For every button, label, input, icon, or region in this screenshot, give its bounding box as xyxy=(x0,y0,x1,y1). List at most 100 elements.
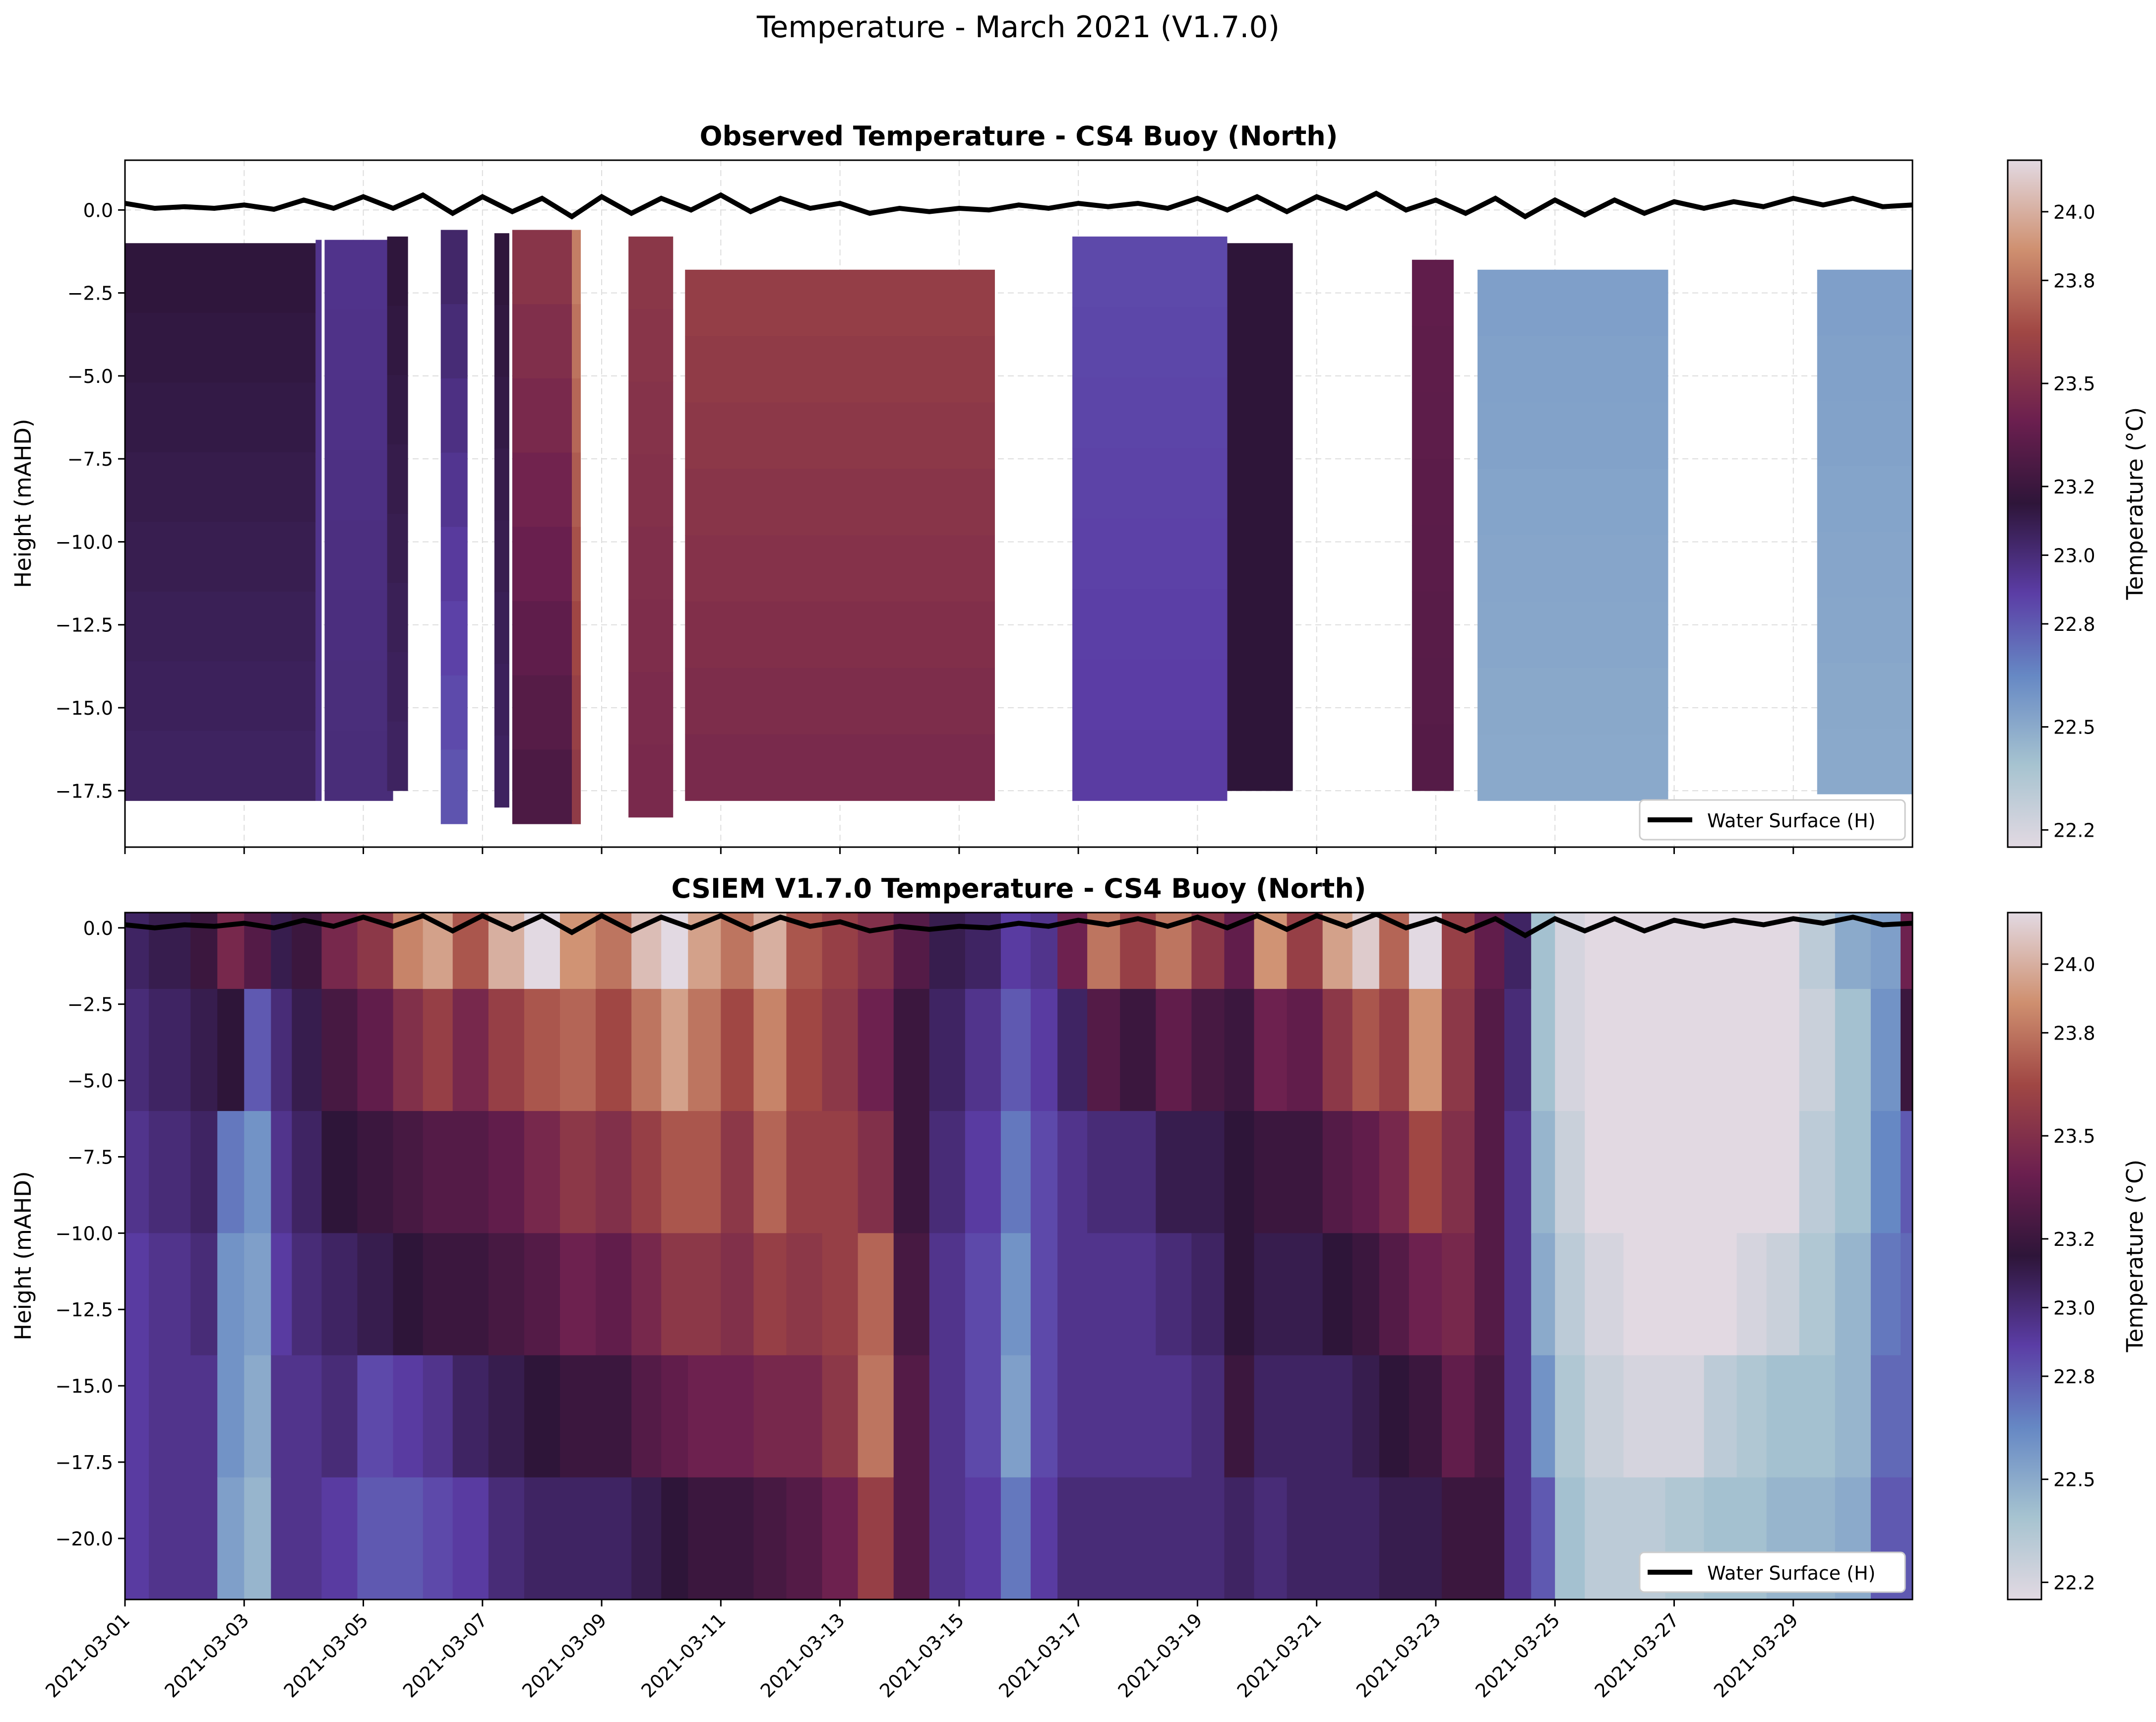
y-tick-label: −20.0 xyxy=(56,1528,113,1550)
heatmap-cell xyxy=(1352,1355,1380,1478)
heatmap-cell xyxy=(929,1233,966,1356)
heatmap-cell xyxy=(1224,1569,1255,1599)
heatmap-cell xyxy=(965,1111,1001,1234)
colorbar-tick-label: 22.8 xyxy=(2053,614,2095,635)
heatmap-cell xyxy=(387,721,408,791)
heatmap-cell xyxy=(1072,377,1228,448)
heatmap-cell xyxy=(440,749,468,824)
heatmap-cell xyxy=(1504,988,1532,1112)
heatmap-cell xyxy=(1254,988,1288,1112)
heatmap-cell xyxy=(1224,988,1255,1112)
heatmap-cell xyxy=(685,336,995,403)
heatmap-cell xyxy=(1254,1111,1288,1234)
heatmap-cell xyxy=(721,1477,754,1570)
heatmap-cell xyxy=(357,1477,394,1570)
heatmap-cell xyxy=(1504,1477,1532,1570)
heatmap-cell xyxy=(393,1111,424,1234)
heatmap-cell xyxy=(452,1477,489,1570)
heatmap-cell xyxy=(661,1111,689,1234)
heatmap-cell xyxy=(929,1355,966,1478)
heatmap-cell xyxy=(393,988,424,1112)
heatmap-cell xyxy=(721,1111,754,1234)
heatmap-cell xyxy=(292,1233,322,1356)
y-tick-label: −2.5 xyxy=(67,283,113,305)
heatmap-cell xyxy=(1623,1233,1666,1356)
model-panel: CSIEM V1.7.0 Temperature - CS4 Buoy (Nor… xyxy=(10,873,2148,1702)
heatmap-cell xyxy=(1352,913,1380,989)
heatmap-cell xyxy=(688,1111,722,1234)
heatmap-cell xyxy=(685,469,995,536)
heatmap-cell xyxy=(572,601,581,676)
heatmap-cell xyxy=(1555,1111,1586,1234)
heatmap-cell xyxy=(217,1569,245,1599)
heatmap-cell xyxy=(1072,589,1228,660)
heatmap-cell xyxy=(822,1477,859,1570)
heatmap-cell xyxy=(596,988,632,1112)
heatmap-cell xyxy=(1835,988,1871,1112)
heatmap-cell xyxy=(1352,1111,1380,1234)
heatmap-cell xyxy=(631,1111,662,1234)
heatmap-cell xyxy=(628,309,674,382)
x-tick-label: 2021-03-09 xyxy=(518,1609,611,1702)
heatmap-cell xyxy=(559,1355,597,1478)
heatmap-cell xyxy=(244,1569,272,1599)
heatmap-cell xyxy=(559,1477,597,1570)
heatmap-cell xyxy=(1379,1355,1410,1478)
heatmap-cell xyxy=(1072,730,1228,801)
heatmap-cell xyxy=(1504,1111,1532,1234)
heatmap-cell xyxy=(628,454,674,527)
y-tick-label: −15.0 xyxy=(56,697,113,719)
heatmap-cell xyxy=(685,535,995,602)
heatmap-cell xyxy=(315,660,322,731)
heatmap-cell xyxy=(149,1111,191,1234)
heatmap-cell xyxy=(1736,988,1767,1112)
heatmap-cell xyxy=(1817,597,1912,664)
heatmap-cell xyxy=(1000,988,1032,1112)
heatmap-cell xyxy=(1900,1355,1912,1478)
x-tick-label: 2021-03-23 xyxy=(1352,1609,1445,1702)
heatmap-cell xyxy=(1409,1111,1442,1234)
heatmap-cell xyxy=(125,382,316,453)
heatmap-cell xyxy=(688,1477,722,1570)
heatmap-cell xyxy=(1412,392,1454,459)
x-tick-label: 2021-03-25 xyxy=(1471,1609,1564,1702)
heatmap-cell xyxy=(387,444,408,514)
y-tick-label: −12.5 xyxy=(56,615,113,636)
heatmap-cell xyxy=(688,1355,722,1478)
y-tick-label: −7.5 xyxy=(67,448,113,470)
heatmap-cell xyxy=(1087,988,1121,1112)
heatmap-cell xyxy=(1475,1111,1505,1234)
heatmap-cell xyxy=(423,1569,453,1599)
heatmap-cell xyxy=(217,1477,245,1570)
heatmap-cell xyxy=(324,309,393,380)
heatmap-cell xyxy=(321,1355,358,1478)
heatmap-cell xyxy=(1412,591,1454,659)
model-panel-title: CSIEM V1.7.0 Temperature - CS4 Buoy (Nor… xyxy=(672,873,1366,904)
heatmap-cell xyxy=(1191,988,1225,1112)
heatmap-cell xyxy=(858,1111,894,1234)
heatmap-cell xyxy=(488,1111,525,1234)
heatmap-cell xyxy=(321,1569,358,1599)
observed-colorbar-ticks: 22.2 22.5 22.8 23.0 23.2 23.5 23.8 24.0 xyxy=(2041,201,2095,841)
heatmap-cell xyxy=(661,1355,689,1478)
heatmap-cell xyxy=(721,988,754,1112)
heatmap-cell xyxy=(149,1233,191,1356)
y-tick-label: −2.5 xyxy=(67,994,113,1016)
x-tick-label: 2021-03-03 xyxy=(160,1609,253,1702)
heatmap-cell xyxy=(494,736,509,808)
heatmap-cell xyxy=(125,1111,150,1234)
heatmap-cell xyxy=(1555,1569,1586,1599)
heatmap-cell xyxy=(822,1233,859,1356)
heatmap-cell xyxy=(753,1111,787,1234)
heatmap-cell xyxy=(559,913,597,989)
y-tick-label: −10.0 xyxy=(56,531,113,553)
heatmap-cell xyxy=(393,1569,424,1599)
heatmap-cell xyxy=(217,1111,245,1234)
observed-y-axis: 0.0 −2.5 −5.0 −7.5 −10.0 −12.5 −15.0 −17.5 xyxy=(56,199,125,802)
heatmap-cell xyxy=(1156,1233,1192,1356)
heatmap-cell xyxy=(1736,1233,1767,1356)
heatmap-cell xyxy=(688,988,722,1112)
heatmap-cell xyxy=(1224,1233,1255,1356)
heatmap-cell xyxy=(452,1355,489,1478)
